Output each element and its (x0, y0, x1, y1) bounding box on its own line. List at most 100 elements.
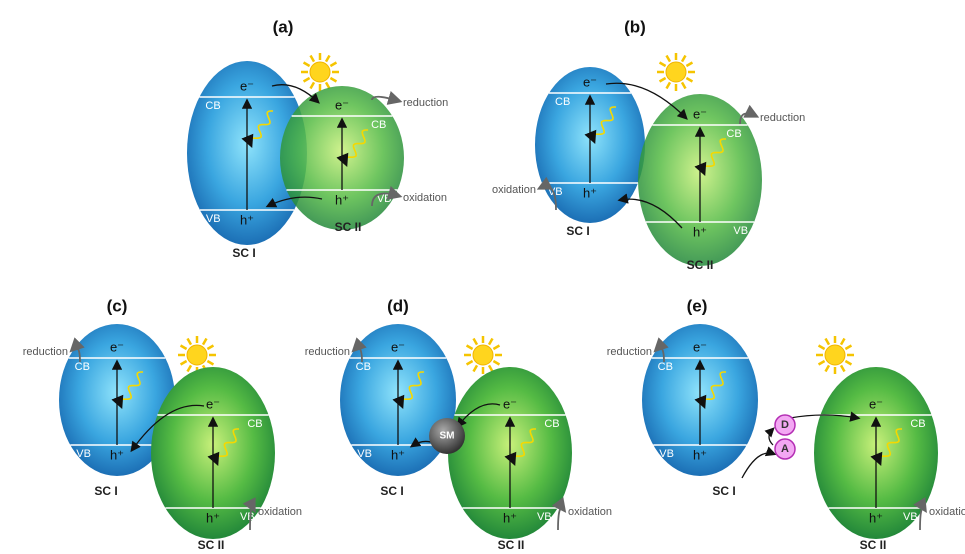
panel-label: (c) (107, 296, 128, 315)
sun-ray (311, 56, 315, 62)
sun-ray (686, 78, 692, 82)
sun-ray (474, 339, 478, 345)
sun-ray (326, 82, 330, 88)
semiconductor-name: SC I (232, 246, 255, 260)
redox-label: reduction (403, 97, 448, 109)
redox-label: oxidation (492, 184, 536, 196)
hole: h⁺ (391, 447, 405, 462)
band-label: CB (726, 128, 741, 140)
sun-disc (825, 345, 845, 365)
sun-ray (188, 339, 192, 345)
electron: e⁻ (869, 396, 883, 411)
shuttle-arrow (769, 429, 773, 445)
sun-ray (489, 365, 493, 371)
electron: e⁻ (391, 339, 405, 354)
electron: e⁻ (693, 339, 707, 354)
sun-ray (845, 346, 851, 350)
hole: h⁺ (110, 447, 124, 462)
hole: h⁺ (206, 510, 220, 525)
semiconductor-name: SC II (687, 258, 714, 272)
band-label: CB (205, 100, 220, 112)
hole: h⁺ (503, 510, 517, 525)
redox-label: reduction (607, 346, 652, 358)
semiconductor-name: SC II (498, 538, 525, 552)
redox-label: reduction (760, 112, 805, 124)
sun-disc (187, 345, 207, 365)
charge-transfer-arrow (742, 453, 774, 478)
sun-ray (489, 339, 493, 345)
band-label: CB (371, 119, 386, 131)
band-label: CB (544, 418, 559, 430)
sun-ray (841, 365, 845, 371)
panel-label: (e) (687, 296, 708, 315)
sun-ray (493, 346, 499, 350)
band-label: VB (76, 448, 91, 460)
sun-icon (464, 336, 502, 374)
mediator-label: SM (440, 431, 455, 442)
hole: h⁺ (693, 447, 707, 462)
hole: h⁺ (693, 224, 707, 239)
hole: h⁺ (240, 212, 254, 227)
panel-label: (d) (387, 296, 409, 315)
hole: h⁺ (335, 192, 349, 207)
sun-ray (845, 361, 851, 365)
electron: e⁻ (503, 396, 517, 411)
redox-label: oxidation (929, 506, 965, 518)
band-label: CB (910, 418, 925, 430)
semiconductor-name: SC II (335, 220, 362, 234)
band-label: CB (658, 361, 673, 373)
redox-arrow (920, 508, 925, 530)
sun-ray (207, 346, 213, 350)
sun-icon (657, 53, 695, 91)
band-label: CB (247, 418, 262, 430)
sun-ray (188, 365, 192, 371)
band-label: CB (356, 361, 371, 373)
sun-ray (841, 339, 845, 345)
electron: e⁻ (206, 396, 220, 411)
panel-label: (b) (624, 17, 646, 36)
sun-ray (326, 56, 330, 62)
hole: h⁺ (583, 185, 597, 200)
sun-ray (682, 82, 686, 88)
semiconductor-name: SC II (860, 538, 887, 552)
sun-ray (826, 339, 830, 345)
donor-label: D (781, 419, 789, 431)
sun-ray (826, 365, 830, 371)
sun-ray (667, 82, 671, 88)
band-label: VB (733, 225, 748, 237)
sun-ray (467, 346, 473, 350)
sun-ray (181, 346, 187, 350)
hole: h⁺ (869, 510, 883, 525)
band-label: CB (75, 361, 90, 373)
sun-ray (311, 82, 315, 88)
semiconductor-name: SC I (712, 484, 735, 498)
band-label: VB (537, 511, 552, 523)
sun-ray (181, 361, 187, 365)
redox-label: oxidation (403, 192, 447, 204)
redox-label: oxidation (568, 506, 612, 518)
redox-label: oxidation (258, 506, 302, 518)
semiconductor-name: SC II (198, 538, 225, 552)
sun-ray (304, 78, 310, 82)
sun-disc (473, 345, 493, 365)
redox-label: reduction (23, 346, 68, 358)
band-label: VB (659, 448, 674, 460)
electron: e⁻ (240, 78, 254, 93)
sun-ray (207, 361, 213, 365)
sun-icon (301, 53, 339, 91)
electron: e⁻ (583, 74, 597, 89)
sun-ray (819, 361, 825, 365)
electron: e⁻ (335, 97, 349, 112)
panel-label: (a) (273, 17, 294, 36)
semiconductor-name: SC I (380, 484, 403, 498)
sun-disc (310, 62, 330, 82)
sun-ray (474, 365, 478, 371)
sun-ray (493, 361, 499, 365)
sun-ray (819, 346, 825, 350)
sun-ray (467, 361, 473, 365)
sun-ray (660, 63, 666, 67)
sun-icon (816, 336, 854, 374)
semiconductor-name: SC I (94, 484, 117, 498)
redox-label: reduction (305, 346, 350, 358)
semiconductor-name: SC I (566, 224, 589, 238)
